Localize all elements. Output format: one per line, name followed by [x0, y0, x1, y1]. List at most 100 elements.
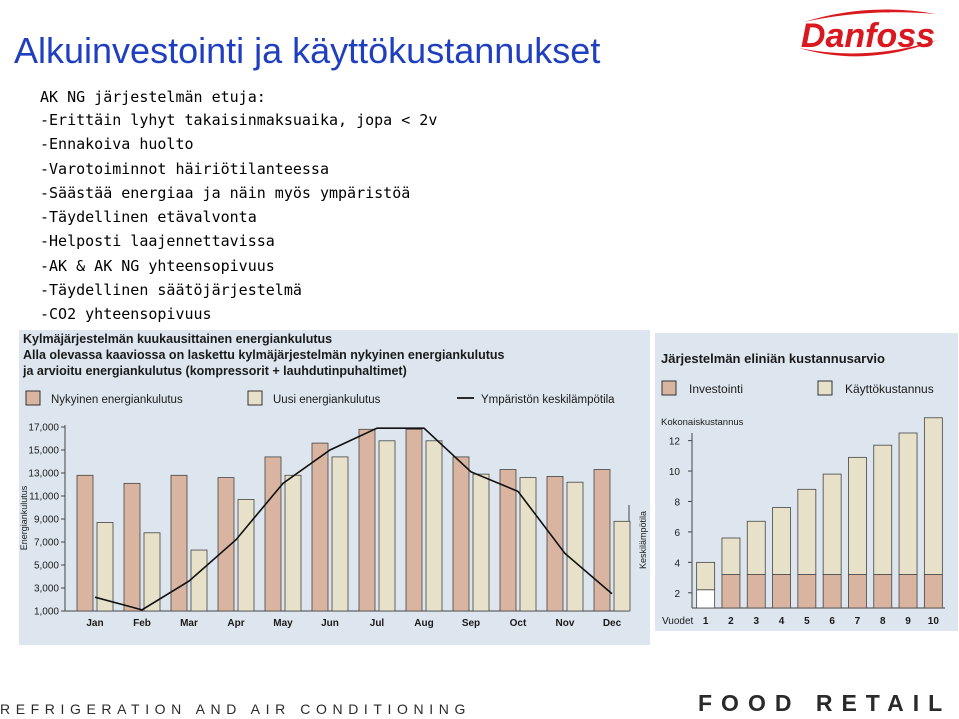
legend-swatch: [661, 380, 677, 396]
y2-axis-label: Keskilämpötila: [638, 511, 648, 569]
x-tick-label: Mar: [180, 618, 198, 629]
legend-label: Uusi energiankulutus: [273, 394, 381, 406]
y-axis-label: Energiankulutus: [19, 485, 29, 550]
bar-investment: [772, 574, 791, 609]
x-tick-label: May: [273, 618, 293, 629]
energy-chart: Kylmäjärjestelmän kuukausittainen energi…: [19, 332, 648, 629]
y-tick-label: 6: [674, 528, 680, 539]
bar-current: [358, 428, 376, 612]
chart-title: Järjestelmän eliniän kustannusarvio: [661, 351, 885, 366]
legend-swatch: [247, 390, 263, 406]
bar-investment: [721, 574, 741, 609]
bar-current: [170, 474, 188, 612]
temperature-line: [94, 427, 613, 611]
bar-new: [566, 481, 584, 612]
bar-new: [331, 456, 349, 612]
bar-current: [499, 469, 517, 612]
x-tick-label: 4: [779, 616, 785, 627]
bar-operating-cost: [797, 488, 817, 575]
bar-operating-cost: [772, 507, 791, 575]
chart-subtitle: ja arvioitu energiankulutus (kompressori…: [22, 364, 407, 378]
bar-investment: [848, 574, 867, 609]
bar-investment: [873, 574, 893, 609]
x-tick-label: 1: [703, 616, 709, 627]
y-tick-label: 13,000: [28, 469, 59, 480]
y-tick-label: 9,000: [34, 515, 59, 526]
bar-operating-cost: [848, 456, 867, 575]
bar-operating-cost: [746, 520, 766, 575]
bar-investment: [822, 574, 842, 609]
bar-new: [143, 532, 161, 612]
benefits-heading: AK NG järjestelmän etuja:: [40, 88, 266, 106]
x-axis-label: Vuodet: [662, 616, 694, 627]
bar-new: [190, 549, 208, 612]
bar-investment: [696, 589, 716, 609]
legend-label: Nykyinen energiankulutus: [51, 394, 183, 406]
bar-investment: [898, 574, 918, 609]
slide-title: Alkuinvestointi ja käyttökustannukset: [14, 30, 601, 71]
benefit-item: -Helposti laajennettavissa: [40, 232, 275, 251]
x-tick-label: 10: [928, 616, 940, 627]
bar-new: [237, 499, 255, 612]
bar-current: [546, 476, 564, 612]
legend-swatch: [25, 390, 41, 406]
benefit-item: -Ennakoiva huolto: [40, 135, 194, 154]
footer-right: FOOD RETAIL: [698, 690, 952, 716]
x-tick-label: Aug: [414, 618, 433, 629]
benefit-item: -Säästää energiaa ja näin myös ympäristö…: [40, 183, 411, 202]
y-tick-label: 17,000: [28, 423, 59, 434]
bar-operating-cost: [721, 537, 741, 575]
y-tick-label: 3,000: [34, 584, 59, 595]
bar-operating-cost: [822, 473, 842, 575]
x-tick-label: Jan: [86, 618, 103, 629]
y-tick-label: 10: [669, 467, 681, 478]
x-tick-label: Jun: [321, 618, 339, 629]
y-axis-label: Kokonaiskustannus: [661, 417, 744, 428]
bar-current: [123, 482, 141, 612]
bar-current: [311, 442, 329, 612]
x-tick-label: Feb: [133, 618, 151, 629]
legend-label: Ympäristön keskilämpötila: [481, 394, 615, 406]
benefits-list: -Erittäin lyhyt takaisinmaksuaika, jopa …: [40, 111, 437, 330]
bar-operating-cost: [923, 417, 943, 575]
legend-swatch: [817, 380, 833, 396]
danfoss-logo: Danfoss: [799, 9, 938, 57]
x-tick-label: 6: [829, 616, 835, 627]
benefit-item: -AK & AK NG yhteensopivuus: [40, 256, 275, 275]
legend-label: Investointi: [689, 382, 743, 396]
x-tick-label: 9: [905, 616, 911, 627]
x-tick-label: Jul: [370, 618, 385, 629]
legend-label: Käyttökustannus: [845, 382, 934, 396]
bar-investment: [923, 574, 943, 609]
x-tick-label: 3: [753, 616, 759, 627]
bar-new: [472, 473, 490, 612]
x-tick-label: Nov: [556, 618, 575, 629]
y-tick-label: 2: [674, 589, 680, 600]
y-tick-label: 11,000: [29, 492, 59, 503]
y-tick-label: 5,000: [34, 561, 59, 572]
bar-current: [593, 469, 611, 612]
bar-current: [264, 456, 282, 612]
chart-subtitle: Alla olevassa kaaviossa on laskettu kylm…: [23, 348, 505, 362]
bar-new: [378, 440, 396, 612]
cost-chart: Järjestelmän eliniän kustannusarvio Inves…: [661, 351, 945, 627]
x-tick-label: Apr: [227, 618, 244, 629]
footer-left: REFRIGERATION AND AIR CONDITIONING: [0, 701, 471, 717]
bar-new: [284, 474, 302, 612]
y-tick-label: 4: [674, 558, 680, 569]
bar-current: [76, 474, 94, 612]
bar-new: [425, 440, 443, 612]
benefit-item: -Varotoiminnot häiriötilanteessa: [40, 159, 329, 178]
benefit-item: -Täydellinen etävalvonta: [40, 208, 257, 227]
y-tick-label: 12: [669, 437, 681, 448]
x-tick-label: Dec: [603, 618, 622, 629]
y-tick-label: 8: [674, 497, 680, 508]
bar-operating-cost: [898, 432, 918, 575]
bar-new: [613, 520, 631, 612]
bar-investment: [746, 574, 766, 609]
bar-operating-cost: [873, 444, 893, 575]
y-tick-label: 7,000: [34, 538, 59, 549]
x-tick-label: 5: [804, 616, 810, 627]
benefit-item: -Täydellinen säätöjärjestelmä: [40, 281, 302, 300]
x-tick-label: 2: [728, 616, 734, 627]
